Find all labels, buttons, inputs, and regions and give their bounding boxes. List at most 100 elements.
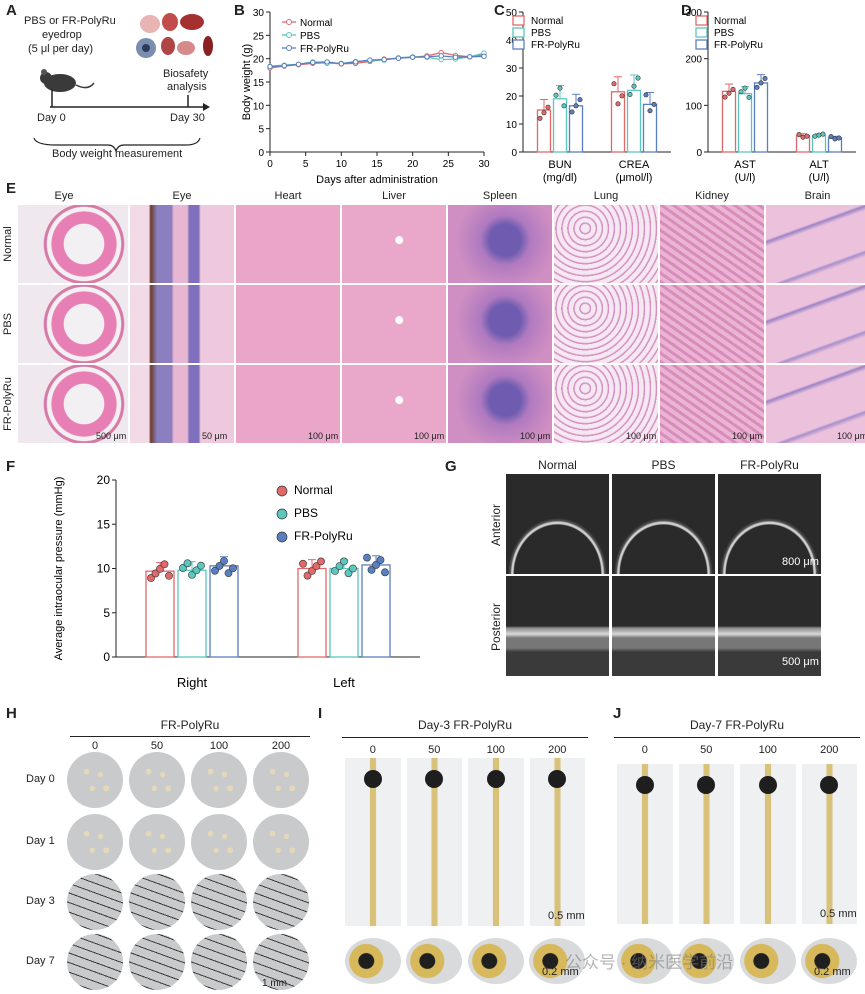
y-tick-label: 5 bbox=[258, 125, 264, 136]
y-tick-label: 5 bbox=[103, 606, 110, 620]
panel-title: Day-7 FR-PolyRu bbox=[689, 718, 785, 732]
category-label: (U/l) bbox=[735, 172, 756, 184]
data-point bbox=[726, 90, 732, 96]
legend-marker bbox=[276, 508, 288, 520]
histology-col-label: Liver bbox=[382, 190, 406, 202]
x-tick-label: 25 bbox=[443, 159, 455, 170]
category-label: (mg/dl) bbox=[543, 172, 577, 184]
larva-eye bbox=[363, 770, 382, 788]
data-point bbox=[303, 571, 312, 580]
bar bbox=[737, 93, 753, 153]
x-tick-label: 5 bbox=[303, 159, 309, 170]
category-label: Right bbox=[177, 675, 208, 690]
bw-label: Body weight measurement bbox=[52, 148, 183, 160]
y-tick-label: 300 bbox=[685, 8, 702, 19]
data-point bbox=[179, 564, 187, 572]
dose-label: 100 bbox=[486, 744, 505, 756]
embryo-dish bbox=[129, 874, 185, 930]
embryo-dish bbox=[67, 934, 123, 990]
embryo-dish bbox=[253, 874, 309, 930]
scale-bar-label: 0.5 mm bbox=[820, 908, 857, 920]
larva-eye bbox=[425, 770, 444, 788]
histology-image-kidney bbox=[660, 205, 764, 283]
larva-zoom-image bbox=[529, 938, 586, 984]
data-point bbox=[335, 562, 344, 571]
data-point bbox=[541, 110, 547, 116]
data-point bbox=[651, 101, 657, 107]
histology-col-label: Eye bbox=[54, 190, 74, 202]
title-rule bbox=[614, 737, 860, 738]
dose-label: 200 bbox=[820, 744, 839, 756]
larva-zoom-image bbox=[678, 938, 735, 984]
x-tick-label: 0 bbox=[267, 159, 273, 170]
y-tick-label: 10 bbox=[97, 562, 111, 576]
panel-label-h: H bbox=[6, 705, 17, 722]
larva-eye bbox=[486, 770, 505, 788]
y-tick-label: 50 bbox=[506, 8, 518, 19]
scale-bar-label: 100 μm bbox=[732, 431, 763, 441]
dose-label: 200 bbox=[548, 744, 567, 756]
data-point bbox=[832, 136, 838, 142]
histology-row-label: Normal bbox=[2, 226, 14, 262]
mouse-icon bbox=[44, 74, 76, 92]
data-point bbox=[372, 561, 380, 569]
oct-image bbox=[718, 576, 821, 676]
data-point bbox=[828, 134, 834, 140]
legend-label: PBS bbox=[294, 506, 318, 520]
data-point bbox=[395, 55, 402, 61]
larva-image bbox=[678, 764, 734, 924]
embryo-dish bbox=[253, 752, 309, 808]
panel-label-i: I bbox=[318, 705, 323, 722]
oct-image bbox=[506, 576, 609, 676]
category-label: (U/l) bbox=[809, 172, 830, 184]
y-tick-label: 100 bbox=[685, 101, 702, 112]
histology-image-lung bbox=[554, 285, 658, 363]
day-label: Day 1 bbox=[26, 835, 55, 847]
data-point bbox=[267, 63, 273, 70]
data-point bbox=[438, 53, 444, 59]
data-point bbox=[160, 560, 169, 569]
data-point bbox=[569, 109, 575, 115]
oct-scale-label: 500 μm bbox=[782, 656, 819, 668]
histology-image-spleen bbox=[448, 285, 552, 363]
legend-label: Normal bbox=[294, 483, 333, 497]
dose-label: 100 bbox=[209, 740, 229, 752]
legend-label: FR-PolyRu bbox=[714, 40, 763, 51]
y-tick-label: 20 bbox=[97, 473, 111, 487]
data-point bbox=[211, 566, 219, 575]
data-point bbox=[800, 134, 806, 140]
histology-image-eye bbox=[130, 285, 234, 363]
y-tick-label: 40 bbox=[506, 36, 518, 47]
brace bbox=[33, 137, 201, 153]
larva-eye bbox=[548, 770, 567, 788]
data-point bbox=[349, 564, 357, 573]
treatment-text: (5 μl per day) bbox=[28, 43, 94, 55]
data-point bbox=[615, 101, 621, 107]
oct-row-label: Anterior bbox=[489, 503, 503, 547]
data-point bbox=[631, 83, 637, 89]
histology-image-eye bbox=[130, 365, 234, 443]
histology-image-eye bbox=[18, 205, 128, 283]
embryo-dish bbox=[191, 752, 247, 808]
histology-col-label: Eye bbox=[172, 190, 192, 202]
data-point bbox=[467, 54, 473, 60]
y-axis-label: Body weight (g) bbox=[241, 44, 253, 120]
data-point bbox=[409, 54, 416, 60]
y-tick-label: 0 bbox=[258, 148, 264, 159]
legend-label: Normal bbox=[531, 16, 563, 27]
bar bbox=[145, 570, 175, 658]
larva-zoom-image bbox=[616, 938, 673, 984]
panel-label-d: D bbox=[681, 2, 692, 19]
dose-label: 0 bbox=[641, 744, 648, 756]
y-tick-label: 15 bbox=[97, 517, 111, 531]
data-point bbox=[308, 566, 316, 575]
data-point bbox=[344, 569, 353, 578]
category-label: Left bbox=[333, 675, 355, 690]
legend-label: FR-PolyRu bbox=[531, 40, 580, 51]
bar bbox=[626, 89, 642, 153]
embryo-dish bbox=[129, 814, 185, 870]
category-label: AST bbox=[734, 159, 756, 171]
embryo-dish bbox=[253, 934, 309, 990]
embryo-dish bbox=[253, 814, 309, 870]
larva-zoom-image bbox=[344, 938, 401, 984]
